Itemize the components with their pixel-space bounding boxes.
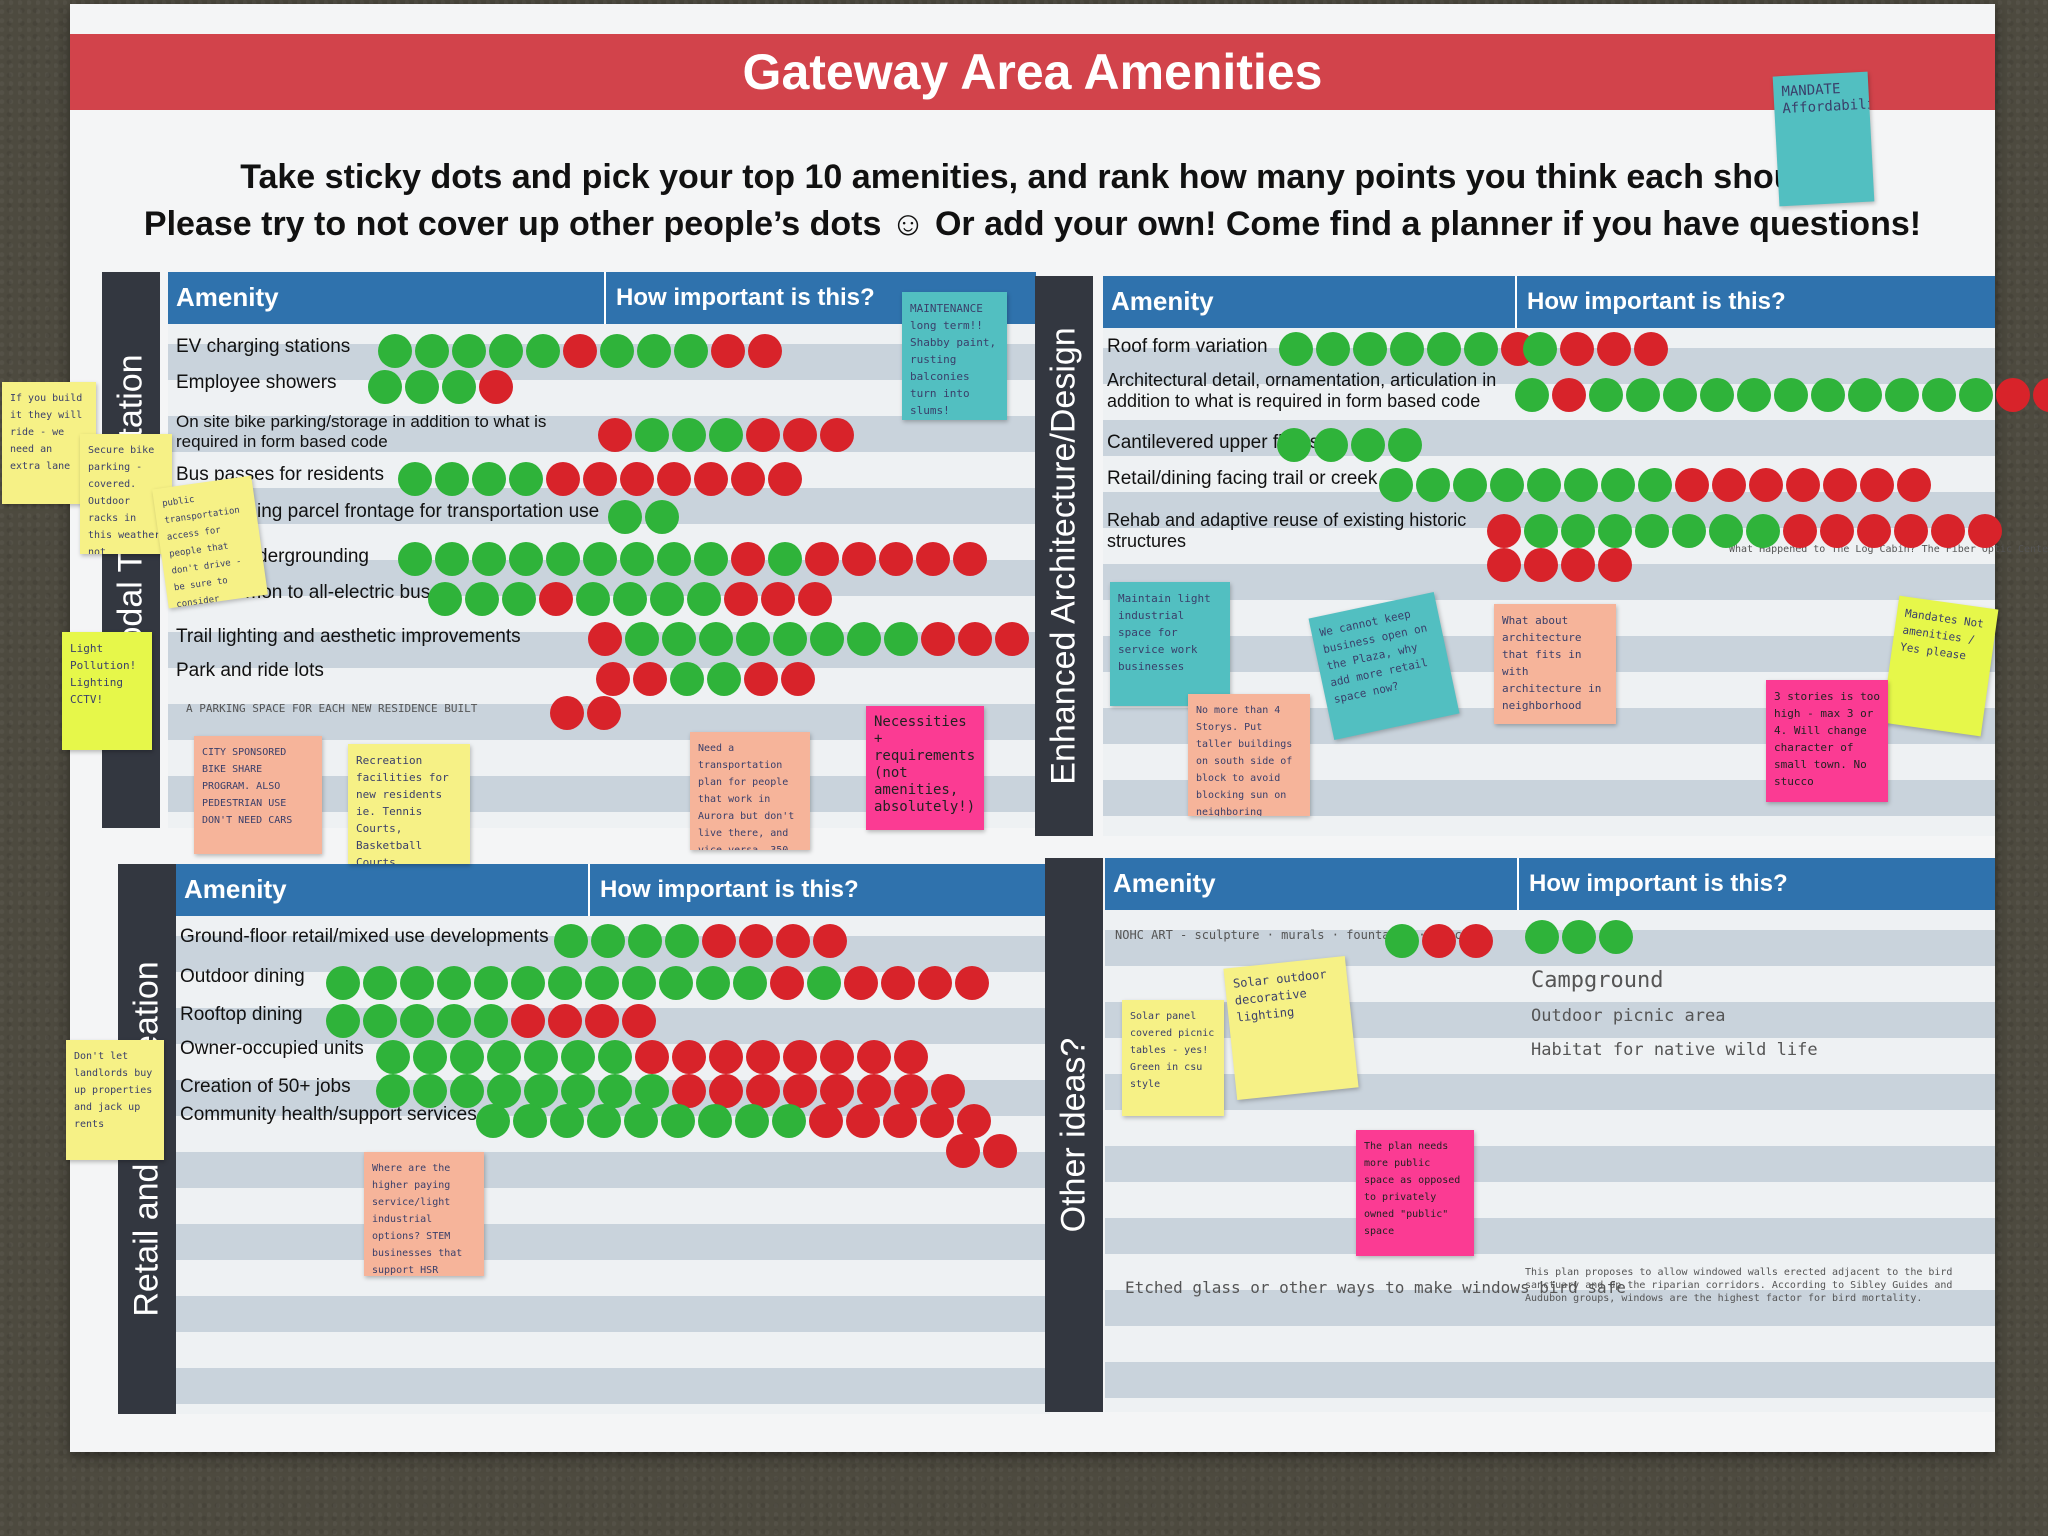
amenity-header: Amenity: [1111, 286, 1214, 316]
instruction-line-2: Please try to not cover up other people’…: [143, 205, 1922, 243]
importance-header: How important is this?: [1517, 858, 1788, 910]
table-header: Amenity How important is this?: [168, 272, 1036, 324]
amenity-header: Amenity: [176, 282, 279, 312]
poster-board: Gateway Area Amenities Take sticky dots …: [2, 4, 2048, 1452]
dots-parcel-frontage: [608, 500, 679, 534]
table-header: Amenity How important is this?: [176, 864, 1050, 916]
dots-owner-occupied: [376, 1040, 928, 1074]
row-parcel-frontage: …ing parcel frontage for transportation …: [238, 501, 600, 522]
dots-employee-showers: [368, 370, 513, 404]
dots-park-ride: [596, 662, 815, 696]
row-all-electric-bus: …ion to all-electric bus: [238, 582, 431, 603]
row-community-health: Community health/support services: [180, 1104, 477, 1125]
dots-ground-floor-retail: [554, 924, 847, 958]
row-cantilevered: Cantilevered upper floors: [1107, 432, 1320, 453]
note-transit-plan: Need a transportation plan for people th…: [690, 732, 810, 850]
row-rooftop-dining: Rooftop dining: [180, 1004, 303, 1025]
note-solar-panel: Solar panel covered picnic tables - yes!…: [1122, 1000, 1224, 1116]
dots-all-electric-bus: [428, 582, 832, 616]
dots-roof-form-right: [1523, 332, 1668, 366]
note-what-about: What about architecture that fits in wit…: [1494, 604, 1616, 724]
note-we-cannot: We cannot keep business open on the Plaz…: [1308, 592, 1460, 740]
amenity-header: Amenity: [1113, 868, 1216, 898]
row-undergrounding: …dergrounding: [238, 546, 369, 567]
dots-community-health-2: [946, 1134, 1017, 1168]
dots-art: [1385, 924, 1493, 958]
dots-architectural-detail: [1515, 378, 2048, 412]
table-header: Amenity How important is this?: [1105, 858, 1995, 910]
dots-bike-parking: [598, 418, 854, 452]
row-park-ride: Park and ride lots: [176, 660, 324, 681]
dots-retail-dining-trail: [1379, 468, 1931, 502]
importance-header: How important is this?: [588, 864, 859, 916]
row-outdoor-dining: Outdoor dining: [180, 966, 305, 987]
row-ground-floor-retail: Ground-floor retail/mixed use developmen…: [180, 926, 549, 947]
other-idea-habitat: Habitat for native wild life: [1531, 1040, 1818, 1060]
dots-rooftop-dining: [326, 1004, 656, 1038]
row-roof-form: Roof form variation: [1107, 336, 1268, 357]
dots-undergrounding: [398, 542, 987, 576]
note-parking: public transportation access for people …: [152, 475, 268, 609]
importance-header: How important is this?: [1515, 276, 1786, 328]
side-label-architecture: Enhanced Architecture/Design: [1035, 276, 1093, 836]
other-table: Amenity How important is this? NOHC ART …: [1105, 858, 1995, 1412]
retail-table: Amenity How important is this? Ground-fl…: [176, 864, 1050, 1414]
note-three-stories: 3 stories is too high - max 3 or 4. Will…: [1766, 680, 1888, 802]
row-owner-occupied: Owner-occupied units: [180, 1038, 364, 1059]
handwritten-row: What Happened to The Log Cabin? The Fibe…: [1729, 544, 2048, 555]
other-ideas-section: Other ideas? Amenity How important is th…: [1045, 858, 1995, 1412]
note-solar-lighting: Solar outdoor decorative lighting: [1223, 955, 1359, 1101]
dots-rehab-reuse: [1487, 514, 2002, 548]
note-no-more-4: No more than 4 Storys. Put taller buildi…: [1188, 694, 1310, 816]
note-necessities: Necessities + requirements (not amenitie…: [866, 706, 984, 830]
other-idea-campground: Campground: [1531, 968, 1664, 993]
dots-ev-charging: [378, 334, 782, 368]
instructions: Take sticky dots and pick your top 10 am…: [70, 154, 1995, 248]
other-idea-picnic: Outdoor picnic area: [1531, 1006, 1726, 1026]
note-recreation: Recreation facilities for new residents …: [348, 744, 470, 864]
dots-cantilevered: [1277, 428, 1422, 462]
amenity-header: Amenity: [184, 874, 287, 904]
note-mandates-not: Mandates Not amenities / Yes please: [1881, 595, 1999, 737]
dots-bus-passes: [398, 462, 802, 496]
handwritten-row: A PARKING SPACE FOR EACH NEW RESIDENCE B…: [186, 702, 478, 715]
row-architectural-detail: Architectural detail, ornamentation, art…: [1107, 370, 1497, 411]
row-bike-parking: On site bike parking/storage in addition…: [176, 412, 547, 451]
dots-roof-form: [1279, 332, 1535, 366]
table-header: Amenity How important is this?: [1103, 276, 1995, 328]
retail-section: Retail and Job Creation Amenity How impo…: [118, 864, 1050, 1414]
note-dont-let: Don't let landlords buy up properties an…: [66, 1040, 164, 1160]
dots-trail-lighting: [588, 622, 1029, 656]
other-idea-bird-glass: Etched glass or other ways to make windo…: [1125, 1278, 1626, 1297]
importance-header: How important is this?: [604, 272, 875, 324]
row-employee-showers: Employee showers: [176, 372, 337, 393]
dots-parking-space: [550, 696, 621, 730]
instruction-line-1: Take sticky dots and pick your top 10 am…: [240, 158, 1825, 196]
title-banner: Gateway Area Amenities: [70, 34, 1995, 110]
transportation-section: Multimodal Transportation Amenity How im…: [102, 272, 1036, 828]
row-rehab-reuse: Rehab and adaptive reuse of existing his…: [1107, 510, 1467, 551]
other-idea-bird-note: This plan proposes to allow windowed wal…: [1525, 1267, 1953, 1304]
dots-rehab-reuse-2: [1487, 548, 1632, 582]
note-city-program: CITY SPONSORED BIKE SHARE PROGRAM. ALSO …: [194, 736, 322, 854]
dots-50-jobs: [376, 1074, 965, 1108]
dots-outdoor-dining: [326, 966, 989, 1000]
note-public-space: The plan needs more public space as oppo…: [1356, 1130, 1474, 1256]
row-trail-lighting: Trail lighting and aesthetic improvement…: [176, 626, 521, 647]
row-50-jobs: Creation of 50+ jobs: [180, 1076, 351, 1097]
note-where-higher: Where are the higher paying service/ligh…: [364, 1152, 484, 1276]
dots-art-right: [1525, 920, 1633, 954]
note-maintenance: MAINTENANCE long term!! Shabby paint, ru…: [902, 292, 1007, 420]
note-lighting: Light Pollution! Lighting CCTV!: [62, 632, 152, 750]
note-maintain-light: Maintain light industrial space for serv…: [1110, 582, 1230, 706]
row-retail-dining-trail: Retail/dining facing trail or creek: [1107, 468, 1378, 489]
note-mandate: MANDATE Affordability: [1772, 71, 1875, 207]
poster-title: Gateway Area Amenities: [742, 44, 1323, 100]
row-ev-charging: EV charging stations: [176, 336, 351, 357]
dots-community-health: [476, 1104, 991, 1138]
side-label-other: Other ideas?: [1045, 858, 1103, 1412]
